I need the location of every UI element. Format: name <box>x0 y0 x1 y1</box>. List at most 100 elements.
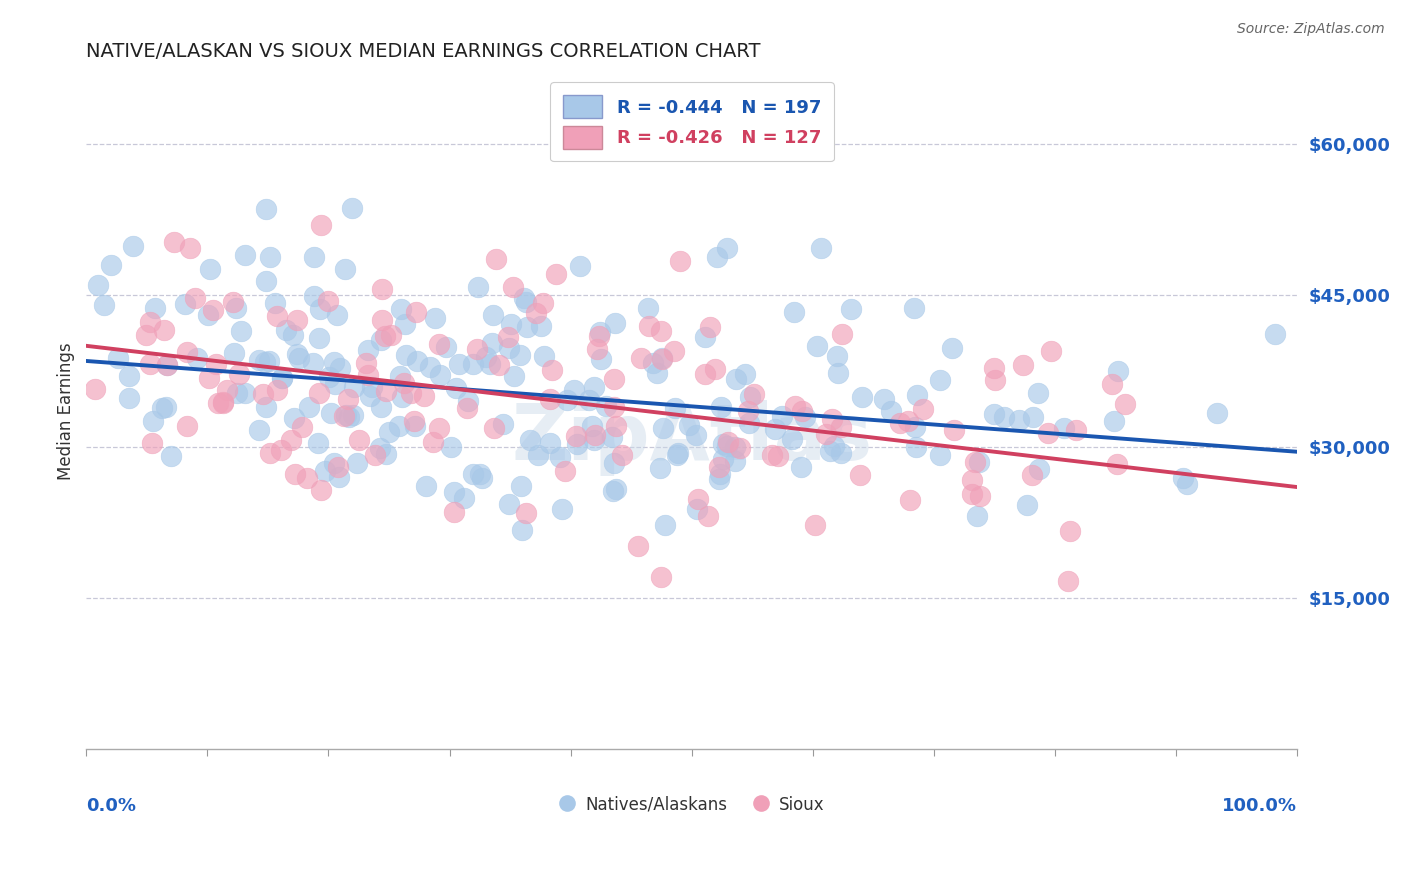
Point <box>328 460 350 475</box>
Point <box>427 421 450 435</box>
Point <box>388 369 411 384</box>
Point <box>257 354 280 368</box>
Point <box>707 460 730 475</box>
Point <box>984 373 1007 387</box>
Point <box>983 407 1005 421</box>
Point <box>254 274 277 288</box>
Point <box>827 366 849 380</box>
Point <box>554 464 576 478</box>
Point <box>654 518 676 533</box>
Point <box>359 389 381 403</box>
Point <box>711 452 734 467</box>
Point <box>651 352 673 367</box>
Point <box>716 241 738 255</box>
Point <box>205 357 228 371</box>
Point <box>498 497 520 511</box>
Point <box>100 258 122 272</box>
Point <box>830 419 852 434</box>
Point <box>465 342 488 356</box>
Point <box>322 457 344 471</box>
Point <box>717 435 740 450</box>
Point <box>550 501 572 516</box>
Point <box>761 448 783 462</box>
Point <box>419 359 441 374</box>
Point <box>810 241 832 255</box>
Point <box>329 361 352 376</box>
Point <box>252 387 274 401</box>
Point <box>565 437 588 451</box>
Point <box>93 298 115 312</box>
Point <box>1104 413 1126 427</box>
Point <box>415 479 437 493</box>
Point <box>643 356 665 370</box>
Point <box>1011 358 1033 372</box>
Point <box>488 358 510 372</box>
Point <box>782 305 804 319</box>
Point <box>202 303 225 318</box>
Point <box>138 357 160 371</box>
Point <box>1175 476 1198 491</box>
Point <box>271 371 294 385</box>
Point <box>1105 457 1128 471</box>
Point <box>370 400 392 414</box>
Point <box>588 329 610 343</box>
Point <box>173 297 195 311</box>
Point <box>605 419 627 434</box>
Point <box>825 349 848 363</box>
Point <box>516 320 538 334</box>
Point <box>389 302 412 317</box>
Point <box>527 449 550 463</box>
Point <box>342 408 364 422</box>
Point <box>724 453 747 467</box>
Point <box>498 341 520 355</box>
Point <box>231 324 253 338</box>
Point <box>422 435 444 450</box>
Point <box>481 335 503 350</box>
Point <box>318 370 340 384</box>
Point <box>259 446 281 460</box>
Point <box>207 396 229 410</box>
Point <box>650 325 672 339</box>
Point <box>87 278 110 293</box>
Point <box>298 400 321 414</box>
Point <box>740 390 762 404</box>
Point <box>1008 413 1031 427</box>
Point <box>198 370 221 384</box>
Point <box>966 509 988 524</box>
Point <box>156 358 179 372</box>
Point <box>983 360 1005 375</box>
Point <box>557 392 579 407</box>
Point <box>706 251 728 265</box>
Point <box>302 288 325 302</box>
Point <box>941 341 963 355</box>
Point <box>270 442 292 457</box>
Point <box>361 380 384 394</box>
Point <box>709 467 731 482</box>
Point <box>280 433 302 447</box>
Point <box>589 325 612 339</box>
Point <box>1066 423 1088 437</box>
Point <box>806 339 828 353</box>
Point <box>413 389 436 403</box>
Point <box>427 337 450 351</box>
Point <box>256 202 278 216</box>
Point <box>1206 406 1229 420</box>
Text: NATIVE/ALASKAN VS SIOUX MEDIAN EARNINGS CORRELATION CHART: NATIVE/ALASKAN VS SIOUX MEDIAN EARNINGS … <box>86 42 761 61</box>
Point <box>738 416 761 430</box>
Point <box>259 250 281 264</box>
Point <box>391 390 413 404</box>
Point <box>457 394 479 409</box>
Point <box>346 456 368 470</box>
Point <box>602 483 624 498</box>
Point <box>716 439 738 453</box>
Point <box>285 347 308 361</box>
Point <box>340 201 363 215</box>
Point <box>734 367 756 381</box>
Point <box>790 403 813 417</box>
Point <box>247 423 270 437</box>
Point <box>371 312 394 326</box>
Point <box>544 268 567 282</box>
Point <box>332 409 354 423</box>
Point <box>578 392 600 407</box>
Point <box>335 409 357 423</box>
